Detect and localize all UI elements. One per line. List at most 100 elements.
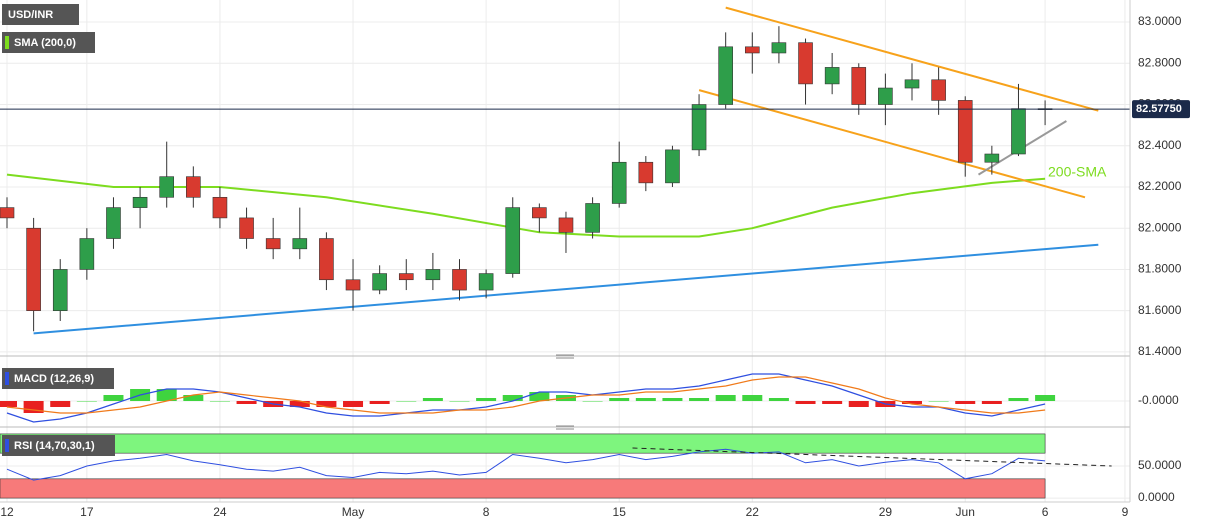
macd-histogram-bar: [103, 395, 124, 401]
sma-legend-box: [2, 32, 95, 53]
candle-body: [984, 153, 1000, 163]
current-price-label: 82.57750: [1136, 103, 1182, 115]
macd-histogram-bar: [582, 401, 603, 402]
candle-body: [931, 79, 946, 101]
candle-body: [611, 161, 627, 204]
trendline: [725, 6, 1099, 112]
candle-body: [1011, 108, 1026, 155]
macd-histogram-bar: [76, 401, 97, 402]
macd-histogram-bar: [662, 398, 683, 401]
candle-body: [319, 238, 334, 281]
sma-legend-swatch: [5, 36, 9, 49]
macd-histogram-bar: [343, 401, 364, 407]
candle-body: [824, 67, 840, 85]
y-tick-label: 82.8000: [1138, 55, 1182, 69]
macd-histogram-bar: [369, 401, 390, 404]
macd-histogram-bar: [609, 398, 630, 401]
macd-histogram-bar: [689, 398, 710, 401]
candle-body: [159, 176, 175, 198]
rsi-line: [6, 448, 1046, 481]
macd-histogram-bar: [156, 389, 177, 401]
candle-body: [292, 238, 308, 250]
candle-body: [718, 46, 733, 105]
x-tick-label: May: [342, 505, 365, 519]
current-price-tag: [1132, 100, 1190, 119]
macd-histogram-bar: [742, 395, 763, 401]
macd-histogram-bar: [902, 401, 923, 404]
macd-histogram-bar: [209, 401, 230, 402]
candle-body: [425, 269, 441, 281]
macd-histogram-bar: [981, 401, 1002, 404]
signal-line: [6, 376, 1046, 414]
candle-body: [398, 273, 414, 281]
rsi-legend-box: [2, 435, 115, 456]
candle-body: [132, 196, 148, 208]
x-tick-label: 6: [1042, 505, 1049, 519]
y-tick-label: 81.8000: [1138, 262, 1182, 276]
macd-histogram-bar: [822, 401, 843, 404]
macd-histogram-bar: [928, 401, 949, 402]
candle-body: [186, 176, 201, 198]
macd-histogram-bar: [476, 398, 497, 401]
candle-body: [52, 269, 68, 311]
x-tick-label: 12: [0, 505, 14, 519]
macd-histogram-bar: [955, 401, 976, 404]
grid: 121724May8152229Jun6983.000082.800082.60…: [0, 0, 1182, 519]
macd-histogram-bar: [768, 398, 789, 401]
candle-body: [532, 207, 547, 219]
sma-annotation: 200-SMA: [1048, 164, 1107, 180]
x-tick-label: 17: [80, 505, 94, 519]
candle-body: [452, 269, 467, 291]
candle-body: [505, 207, 521, 274]
candle-body: [372, 273, 387, 291]
macd-legend: MACD (12,26,9): [14, 373, 94, 385]
macd-histogram-bar: [635, 398, 656, 401]
chart-title: USD/INR: [8, 9, 53, 21]
candle-body: [665, 149, 680, 184]
x-tick-label: 15: [613, 505, 627, 519]
candle-body: [904, 79, 920, 89]
y-tick-label: 50.0000: [1138, 458, 1182, 472]
macd-legend-box: [2, 368, 114, 389]
candle-body: [798, 42, 813, 85]
x-tick-label: 8: [483, 505, 490, 519]
rsi-band: [0, 433, 1046, 454]
candle-body: [345, 279, 361, 291]
macd-histogram-bar: [795, 401, 816, 404]
macd-histogram-bar: [529, 392, 550, 401]
candle-body: [106, 207, 121, 239]
macd-line: [6, 373, 1046, 423]
y-tick-label: 81.4000: [1138, 344, 1182, 358]
rsi-legend: RSI (14,70,30,1): [14, 440, 95, 452]
candle-body: [478, 273, 494, 291]
macd-histogram-bar: [715, 395, 736, 401]
y-tick-label: -0.0000: [1138, 393, 1179, 407]
trendline: [33, 243, 1099, 335]
candle-body: [851, 67, 867, 105]
candle-body: [744, 46, 760, 54]
macd-histogram-bar: [50, 401, 71, 407]
macd-histogram-bar: [1008, 398, 1029, 401]
macd-histogram-bar: [316, 401, 337, 407]
candle-body: [878, 87, 893, 105]
x-tick-label: 9: [1122, 505, 1129, 519]
x-tick-label: 24: [213, 505, 227, 519]
macd-histogram-bar: [236, 401, 257, 404]
y-tick-label: 82.4000: [1138, 138, 1182, 152]
candle-body: [0, 207, 15, 219]
candle-body: [212, 196, 228, 219]
rsi-trendline: [632, 447, 1112, 467]
candle-body: [265, 238, 281, 250]
macd-histogram-bar: [502, 395, 523, 401]
macd-histogram-bar: [396, 401, 417, 402]
candle-body: [558, 217, 574, 233]
y-tick-label: 82.0000: [1138, 220, 1182, 234]
macd-legend-swatch: [5, 372, 9, 385]
plots: 200-SMA 82.57750: [0, 6, 1190, 499]
y-tick-label: 0.0000: [1138, 490, 1175, 504]
macd-histogram-bar: [1035, 395, 1056, 401]
y-tick-label: 83.0000: [1138, 14, 1182, 28]
candle-body: [239, 217, 254, 239]
macd-histogram-bar: [183, 395, 204, 401]
